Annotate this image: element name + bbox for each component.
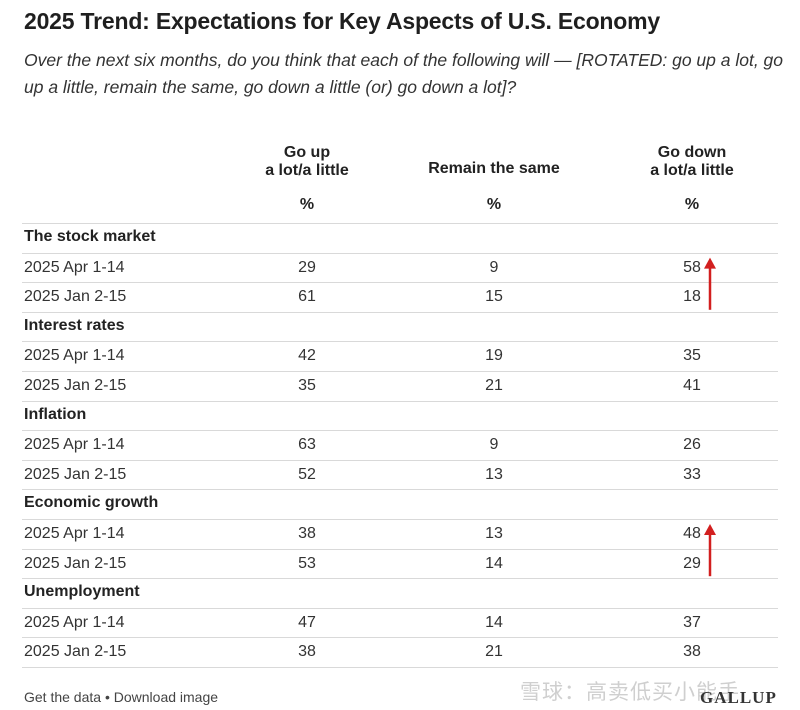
column-header-line: a lot/a little bbox=[650, 162, 734, 179]
column-header-line: Remain the same bbox=[428, 160, 560, 177]
table-cell: 37 bbox=[683, 613, 701, 631]
arrow-head bbox=[704, 257, 716, 269]
get-data-link[interactable]: Get the data bbox=[24, 689, 102, 705]
table-cell: 63 bbox=[298, 436, 316, 454]
row-label: 2025 Jan 2-15 bbox=[24, 288, 127, 306]
table-cell: 29 bbox=[298, 258, 316, 276]
table-cell: 18 bbox=[683, 288, 701, 306]
table-cell: 21 bbox=[485, 377, 503, 394]
table-cell: 19 bbox=[485, 347, 503, 365]
table-cell: 38 bbox=[298, 643, 316, 661]
table-cell: 38 bbox=[298, 525, 316, 542]
table-cell: 53 bbox=[298, 554, 316, 572]
table-divider bbox=[22, 578, 778, 580]
section-heading: Interest rates bbox=[24, 316, 125, 334]
table-divider bbox=[22, 489, 778, 491]
table-cell: 35 bbox=[683, 347, 701, 365]
download-image-link[interactable]: Download image bbox=[113, 689, 219, 705]
table-cell: 52 bbox=[298, 465, 316, 483]
table-cell: 29 bbox=[683, 554, 701, 572]
arrow-head bbox=[704, 524, 716, 535]
row-label: 2025 Jan 2-15 bbox=[24, 643, 127, 661]
chart-subtitle: Over the next six months, do you think t… bbox=[24, 50, 784, 97]
table-cell: 41 bbox=[683, 377, 701, 394]
table-divider bbox=[22, 282, 778, 284]
table-divider bbox=[22, 519, 778, 520]
table-divider bbox=[22, 252, 778, 254]
table-divider bbox=[22, 607, 778, 609]
table-divider bbox=[22, 459, 778, 461]
row-label: 2025 Apr 1-14 bbox=[24, 258, 125, 276]
table-cell: 14 bbox=[485, 554, 503, 572]
red-up-arrow-icon bbox=[704, 524, 716, 577]
watermark-text: 雪球：高卖低买小能手 bbox=[520, 681, 740, 704]
column-header: Remain the same bbox=[404, 160, 584, 178]
table-cell: 21 bbox=[485, 643, 503, 661]
table-divider bbox=[22, 311, 778, 313]
row-label: 2025 Jan 2-15 bbox=[24, 465, 127, 483]
table-cell: 33 bbox=[683, 465, 701, 483]
table-cell: 61 bbox=[298, 288, 316, 306]
column-header: Go down a lot/a little bbox=[602, 144, 782, 180]
table-cell: 42 bbox=[298, 347, 316, 365]
table-cell: 58 bbox=[683, 258, 701, 276]
column-unit: % bbox=[299, 196, 315, 213]
row-label: 2025 Jan 2-15 bbox=[24, 554, 127, 572]
column-unit: % bbox=[486, 196, 502, 213]
table-cell: 47 bbox=[298, 613, 316, 631]
column-header-line: Go up bbox=[283, 144, 331, 161]
column-unit: % bbox=[684, 196, 700, 213]
row-label: 2025 Apr 1-14 bbox=[24, 436, 125, 454]
table-divider bbox=[22, 548, 778, 550]
table-divider bbox=[22, 223, 778, 224]
table-cell: 9 bbox=[489, 436, 499, 454]
table-cell: 26 bbox=[683, 436, 701, 454]
footer-separator: • bbox=[104, 689, 110, 705]
footer-links: Get the data • Download image bbox=[24, 689, 218, 705]
table-divider bbox=[22, 371, 778, 372]
table-cell: 9 bbox=[489, 258, 499, 276]
column-header-line: Go down bbox=[657, 144, 727, 161]
column-header-line: a lot/a little bbox=[265, 162, 349, 179]
column-header: Go up a lot/a little bbox=[217, 144, 397, 180]
red-up-arrow-icon bbox=[704, 257, 716, 310]
table-cell: 38 bbox=[683, 643, 701, 661]
table-cell: 13 bbox=[485, 465, 503, 483]
section-heading: Unemployment bbox=[24, 583, 140, 601]
chart-title: 2025 Trend: Expectations for Key Aspects… bbox=[24, 8, 660, 34]
table-divider bbox=[22, 341, 778, 343]
gallup-logo: GALLUP bbox=[700, 688, 777, 707]
table-divider bbox=[22, 667, 778, 668]
section-heading: Economic growth bbox=[24, 494, 159, 512]
table-divider bbox=[22, 430, 778, 432]
table-cell: 15 bbox=[485, 288, 503, 306]
row-label: 2025 Apr 1-14 bbox=[24, 525, 125, 542]
table-divider bbox=[22, 400, 778, 402]
section-heading: The stock market bbox=[24, 228, 156, 245]
table-cell: 14 bbox=[485, 613, 503, 631]
row-label: 2025 Apr 1-14 bbox=[24, 613, 125, 631]
section-heading: Inflation bbox=[24, 405, 87, 423]
table-divider bbox=[22, 637, 778, 639]
table-cell: 35 bbox=[298, 377, 316, 394]
row-label: 2025 Jan 2-15 bbox=[24, 377, 127, 394]
table-cell: 48 bbox=[683, 525, 701, 542]
table-cell: 13 bbox=[485, 525, 503, 542]
row-label: 2025 Apr 1-14 bbox=[24, 347, 125, 365]
